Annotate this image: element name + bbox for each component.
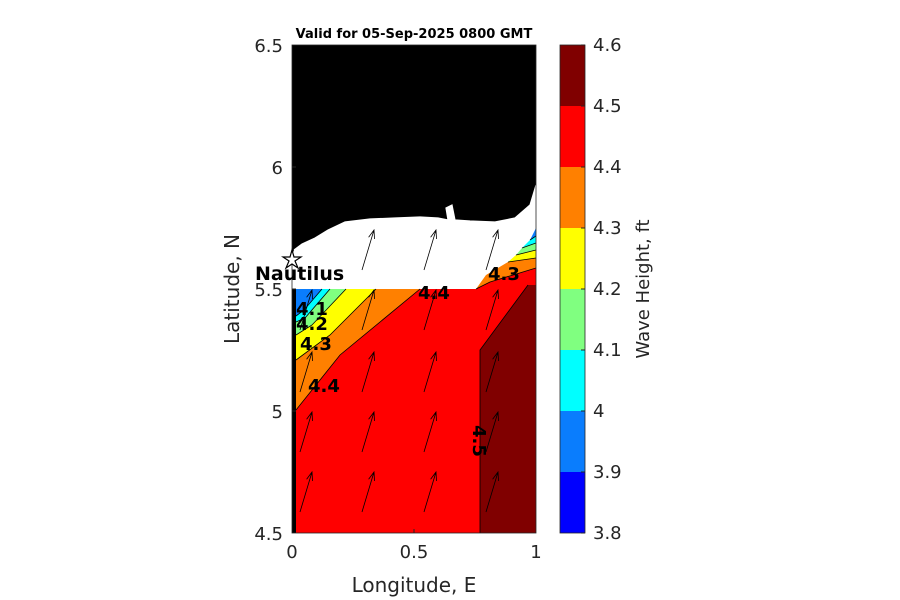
colorbar-tick-label: 4.6: [593, 35, 622, 56]
wave-arrow: [299, 410, 313, 453]
contour-band-4.1: [296, 289, 346, 335]
wave-arrow: [299, 350, 313, 393]
contour-band-4.5: [480, 285, 536, 533]
x-tick-label: 1: [530, 542, 541, 563]
wave-arrow: [361, 410, 375, 453]
colorbar-segment: [560, 228, 585, 289]
colorbar-segment: [560, 472, 585, 533]
contour-line: [529, 235, 536, 241]
station-marker: Nautilus: [255, 247, 344, 285]
wave-arrow: [361, 228, 375, 271]
wave-arrow: [361, 350, 375, 393]
wave-arrow: [485, 350, 499, 393]
contour-label: 4.2: [296, 314, 328, 335]
y-axis-label: Latitude, N: [220, 234, 244, 344]
wave-arrow: [485, 228, 499, 271]
y-tick-label: 5: [272, 402, 283, 423]
colorbar-segment: [560, 289, 585, 350]
contour-line: [475, 267, 536, 290]
x-tick-label: 0.5: [400, 542, 429, 563]
wave-arrow: [423, 288, 437, 331]
contour-line: [507, 257, 536, 263]
wave-arrow: [485, 288, 499, 331]
contour-label: 4.4: [308, 376, 340, 397]
wave-arrow: [485, 470, 499, 513]
contour-band-ne-4.1: [516, 243, 536, 255]
contour-band-4.3: [296, 289, 420, 410]
colorbar-label: Wave Height, ft: [633, 219, 654, 358]
map-title: Valid for 05-Sep-2025 0800 GMT: [296, 27, 533, 42]
y-tick-label: 5.5: [254, 280, 283, 301]
contour-label: 4.4: [418, 283, 450, 304]
contour-line: [515, 249, 536, 256]
wave-arrow: [361, 470, 375, 513]
colorbar-tick-label: 4.1: [593, 340, 622, 361]
wave-arrow: [423, 228, 437, 271]
colorbar-tick-label: 4.4: [593, 157, 622, 178]
colorbar-tick-label: 4.5: [593, 96, 622, 117]
wave-arrow: [361, 288, 375, 331]
contour-line: [295, 288, 331, 323]
station-label: Nautilus: [255, 263, 344, 285]
y-axis: 6.5 6 5.5 5 4.5: [254, 36, 296, 545]
wave-arrow: [423, 470, 437, 513]
contour-band-4.2: [296, 289, 376, 360]
contour-lines: [295, 235, 536, 533]
contour-band-3.9: [296, 289, 322, 316]
y-tick-label: 6: [272, 158, 283, 179]
contour-line: [295, 288, 377, 361]
contour-line: [521, 242, 536, 249]
colorbar-segment: [560, 167, 585, 228]
x-tick-label: 0: [286, 542, 297, 563]
contour-band-ne-4.0: [522, 236, 536, 248]
contour-label: 4.3: [488, 264, 520, 285]
wave-arrow: [423, 350, 437, 393]
colorbar-segment: [560, 45, 585, 106]
x-axis: 0 0.5 1: [286, 529, 542, 563]
colorbar-segment: [560, 411, 585, 472]
contour-label: 4.5: [468, 425, 489, 457]
y-tick-label: 6.5: [254, 36, 283, 57]
colorbar-tick-label: 4.3: [593, 218, 622, 239]
contour-band-4.4: [296, 268, 536, 533]
colorbar-segment: [560, 350, 585, 411]
colorbar-tick-label: 3.8: [593, 523, 622, 544]
colorbar-tick-label: 4: [593, 401, 604, 422]
contour-line: [479, 284, 529, 533]
x-axis-label: Longitude, E: [352, 573, 477, 597]
wave-arrow: [485, 410, 499, 453]
y-tick-label: 4.5: [254, 524, 283, 545]
contour-label: 4.3: [300, 334, 332, 355]
wave-arrow: [423, 410, 437, 453]
wave-arrow: [299, 288, 313, 331]
wave-arrow: [299, 470, 313, 513]
plot-area: [291, 44, 537, 534]
land-mass: [292, 45, 536, 255]
colorbar-segment: [560, 106, 585, 167]
contour-line: [295, 288, 347, 336]
contour-line: [295, 288, 323, 317]
colorbar-tick-label: 4.2: [593, 279, 622, 300]
contour-label: 4.1: [296, 299, 328, 320]
contour-label-group: 4.1 4.2 4.3 4.4 4.4 4.3 4.5: [296, 264, 520, 457]
contour-line: [295, 288, 421, 411]
star-icon: [281, 247, 303, 270]
contour-band-ne-4.3: [476, 258, 536, 289]
colorbar: 3.8 3.9 4 4.1 4.2 4.3 4.4 4.5 4.6 Wave Height, f…: [559, 35, 654, 544]
coastline: [293, 184, 536, 251]
colorbar-tick-label: 3.9: [593, 462, 622, 483]
wave-direction-arrows: [299, 228, 499, 513]
